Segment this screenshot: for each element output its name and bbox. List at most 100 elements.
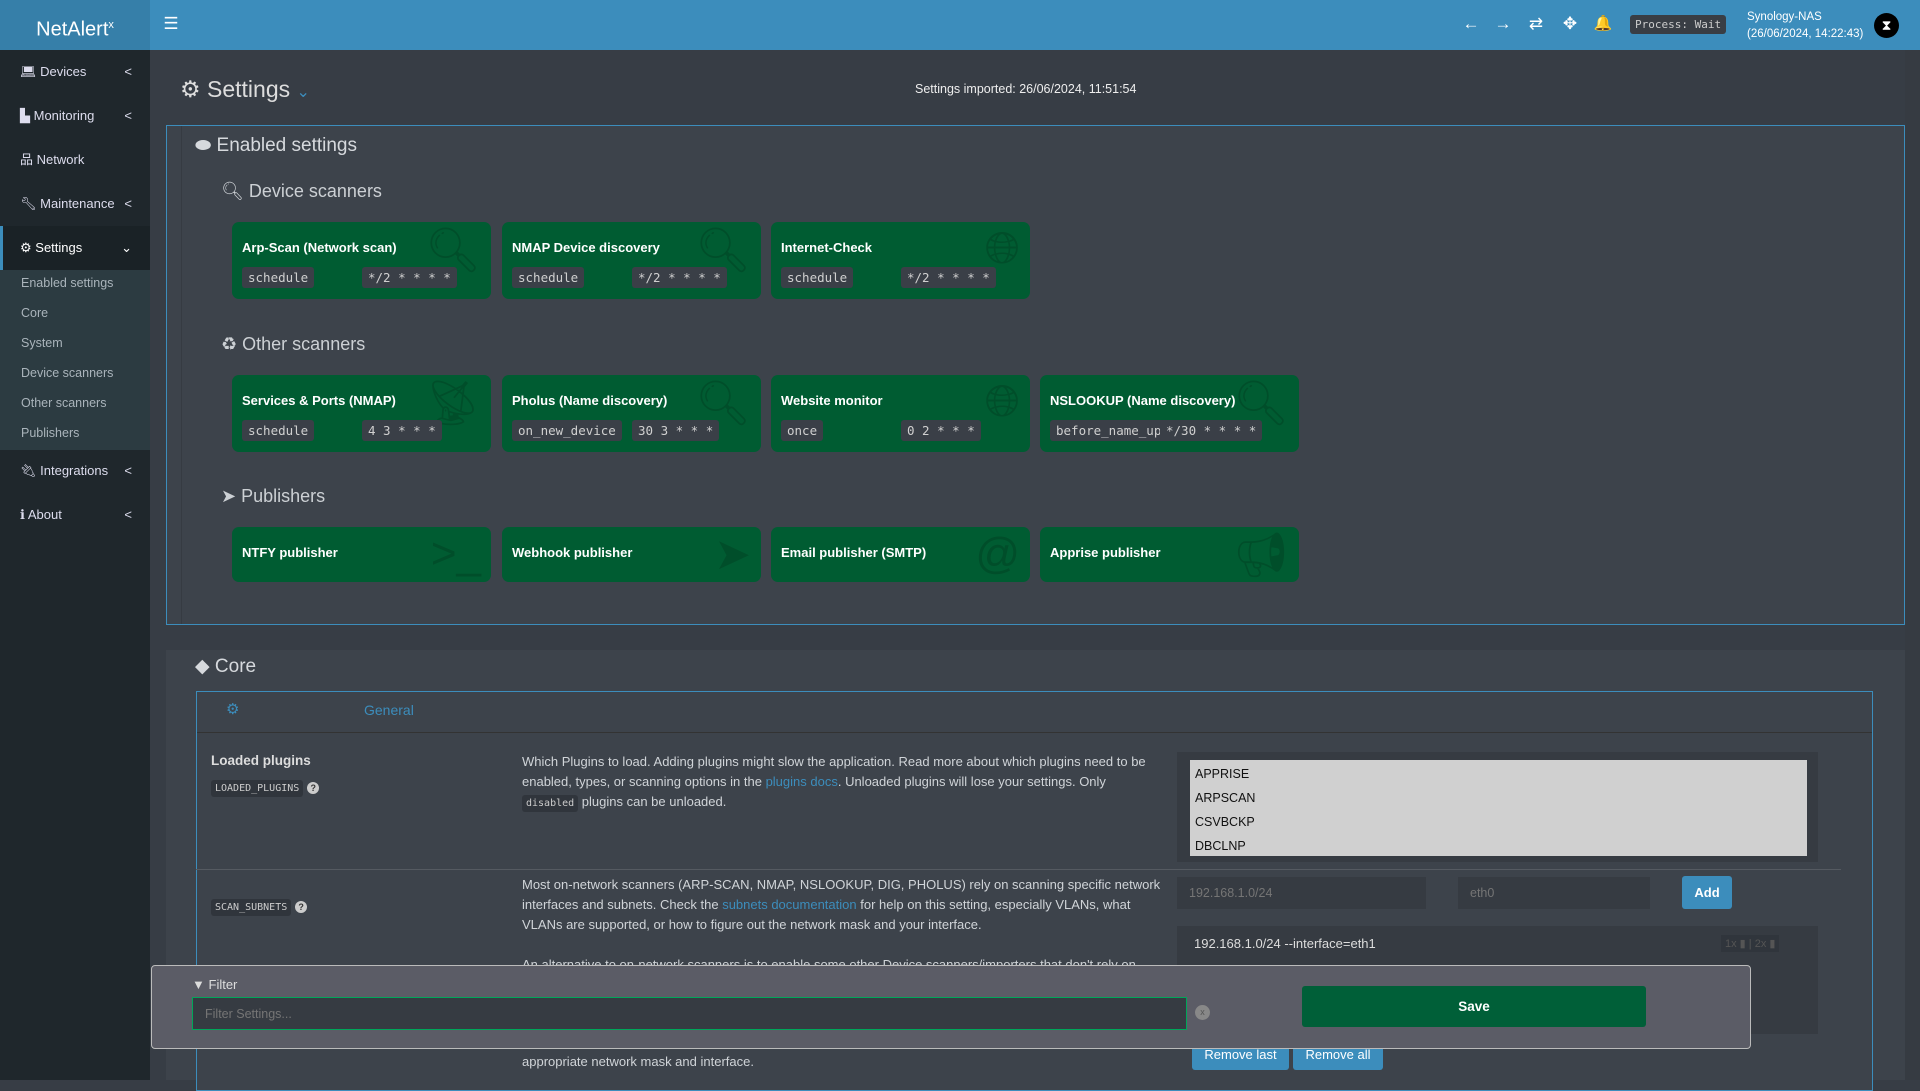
tab-general[interactable]: General	[364, 702, 414, 718]
sidebar-item-label: About	[27, 507, 62, 522]
page-title: ⚙ Settings ⌄	[180, 76, 310, 103]
sidebar-item-network[interactable]: 品 Network	[0, 138, 150, 182]
plugin-name: Email publisher (SMTP)	[781, 545, 927, 560]
filter-label-text: Filter	[208, 977, 238, 992]
chevron-icon: <	[124, 108, 132, 123]
logo[interactable]: NetAlertx	[0, 0, 150, 50]
bullhorn-icon: 📢︎	[1233, 531, 1289, 580]
plug-icon: 🔌︎	[20, 463, 37, 478]
run-mode-chip: before_name_updates	[1050, 420, 1170, 441]
plugin-card[interactable]: ➤ Webhook publisher	[502, 527, 761, 582]
chevron-icon: <	[124, 463, 132, 478]
schedule-chip: 4 3 * * *	[362, 420, 442, 441]
run-mode-chip: once	[781, 420, 824, 441]
plugin-card[interactable]: 🔍︎ Pholus (Name discovery) on_new_device …	[502, 375, 761, 452]
sidebar-item-maintenance[interactable]: 🔧︎ Maintenance <	[0, 182, 150, 226]
schedule-chip: 0 2 * * *	[901, 420, 981, 441]
hamburger-menu-icon[interactable]: ☰	[163, 14, 179, 33]
arrow-left-icon[interactable]: ←	[1462, 14, 1480, 33]
run-mode-chip: on_new_device	[512, 420, 622, 441]
plugin-option[interactable]: ARPSCAN	[1195, 791, 1256, 805]
chart-icon: ▙	[20, 108, 30, 123]
plugin-option[interactable]: CSVBCKP	[1195, 815, 1255, 829]
submenu-item[interactable]: Publishers	[21, 426, 80, 440]
help-icon[interactable]: ?	[307, 782, 320, 794]
filter-input[interactable]	[192, 997, 1187, 1030]
satellite-dish-icon: 📡︎	[425, 379, 481, 428]
bell-icon[interactable]: 🔔	[1593, 15, 1613, 32]
scan-subnets-code: SCAN_SUBNETS	[211, 899, 292, 916]
plugins-docs-link[interactable]: plugins docs	[765, 774, 838, 789]
plugin-card[interactable]: 🌐︎ Website monitor once 0 2 * * *	[771, 375, 1030, 452]
laptop-icon: 💻︎	[20, 64, 37, 79]
arrow-right-icon[interactable]: →	[1494, 14, 1512, 33]
add-button[interactable]: Add	[1682, 876, 1732, 909]
plugin-card[interactable]: 📢︎ Apprise publisher	[1040, 527, 1299, 582]
loaded-plugins-label: Loaded plugins	[211, 753, 311, 768]
other-scanners-title: Other scanners	[242, 334, 366, 354]
plugin-card[interactable]: 📡︎ Services & Ports (NMAP) schedule 4 3 *…	[232, 375, 491, 452]
sidebar-item-monitoring[interactable]: ▙ Monitoring <	[0, 94, 150, 138]
subnet-item[interactable]: 192.168.1.0/24 --interface=eth1	[1194, 936, 1376, 951]
toggle-icon: ⬬	[195, 135, 212, 156]
schedule-chip: 30 3 * * *	[632, 420, 720, 441]
plugin-card[interactable]: >_ NTFY publisher	[232, 527, 491, 582]
chevron-double-down-icon[interactable]: ⌄	[296, 84, 310, 101]
plugin-name: NMAP Device discovery	[512, 240, 660, 255]
run-mode-chip: schedule	[512, 267, 585, 288]
arrows-move-icon[interactable]: ✥	[1562, 14, 1578, 33]
search-icon: 🔍︎	[1233, 379, 1289, 428]
page-title-text: Settings	[207, 76, 291, 102]
user-avatar[interactable]: ⧗	[1874, 13, 1899, 38]
plugin-card[interactable]: @ Email publisher (SMTP)	[771, 527, 1030, 582]
disabled-code: disabled	[522, 795, 579, 812]
subnets-documentation-link[interactable]: subnets documentation	[722, 897, 857, 912]
loaded-plugins-select[interactable]: APPRISE ARPSCAN CSVBCKP DBCLNP	[1177, 752, 1818, 862]
sidebar-item-devices[interactable]: 💻︎ Devices <	[0, 50, 150, 94]
desc-text: . Unloaded plugins will lose your settin…	[837, 774, 1106, 789]
host-datetime: (26/06/2024, 14:22:43)	[1747, 28, 1864, 40]
refresh-icon[interactable]: ⇄	[1528, 14, 1544, 33]
sidebar-item-about[interactable]: ℹ About <	[0, 493, 150, 537]
sidebar-item-label: Devices	[40, 64, 87, 79]
sidebar-item-label: Integrations	[40, 463, 109, 478]
globe-icon: 🌐︎	[984, 377, 1020, 426]
enabled-settings-heading: ⬬ Enabled settings	[195, 135, 357, 157]
loaded-plugins-code: LOADED_PLUGINS	[211, 780, 304, 797]
save-button[interactable]: Save	[1302, 986, 1646, 1027]
plugin-name: Internet-Check	[781, 240, 873, 255]
plugin-card[interactable]: 🔍︎ NMAP Device discovery schedule */2 * *…	[502, 222, 761, 299]
search-plus-icon: 🔍︎	[221, 181, 244, 201]
submenu-item[interactable]: Core	[21, 306, 49, 320]
counter-badge: 1x ▮ | 2x ▮	[1721, 935, 1780, 952]
plugin-card[interactable]: 🔍︎ NSLOOKUP (Name discovery) before_name_…	[1040, 375, 1299, 452]
plugin-card[interactable]: 🔍︎ Arp-Scan (Network scan) schedule */2 *…	[232, 222, 491, 299]
gears-icon[interactable]: ⚙	[226, 701, 240, 718]
sidebar-item-label: Maintenance	[40, 196, 115, 211]
diamond-icon: ◆	[195, 656, 210, 677]
clear-filter-icon[interactable]: x	[1195, 1005, 1210, 1020]
chevron-icon: <	[124, 507, 132, 522]
loaded-plugins-description: Which Plugins to load. Adding plugins mi…	[522, 752, 1162, 814]
at-icon: @	[975, 529, 1020, 578]
submenu-item[interactable]: System	[21, 336, 63, 350]
submenu-item[interactable]: Other scanners	[21, 396, 107, 410]
sidebar-item-settings[interactable]: ⚙ Settings ⌄	[0, 226, 150, 270]
search-icon: 🔍︎	[695, 379, 751, 428]
interface-input[interactable]	[1458, 877, 1650, 909]
submenu-item[interactable]: Device scanners	[21, 366, 114, 380]
plugin-card[interactable]: 🌐︎ Internet-Check schedule */2 * * * *	[771, 222, 1030, 299]
scan-subnets-key: SCAN_SUBNETS ?	[211, 897, 308, 916]
settings-submenu	[0, 270, 150, 450]
help-icon[interactable]: ?	[295, 901, 308, 913]
info-icon: ℹ	[20, 507, 25, 522]
plugin-option[interactable]: APPRISE	[1195, 767, 1250, 781]
host-info: Synology-NAS (26/06/2024, 14:22:43)	[1747, 9, 1863, 43]
sidebar-item-integrations[interactable]: 🔌︎ Integrations <	[0, 449, 150, 493]
submenu-item[interactable]: Enabled settings	[21, 276, 114, 290]
scrollbar[interactable]	[1905, 50, 1920, 1080]
desc-text: Which Plugins to load. Adding plugins mi…	[522, 754, 1146, 789]
plugin-option[interactable]: DBCLNP	[1195, 839, 1246, 853]
other-scanners-heading: ♻ Other scanners	[221, 334, 365, 355]
subnet-input[interactable]	[1177, 877, 1426, 909]
